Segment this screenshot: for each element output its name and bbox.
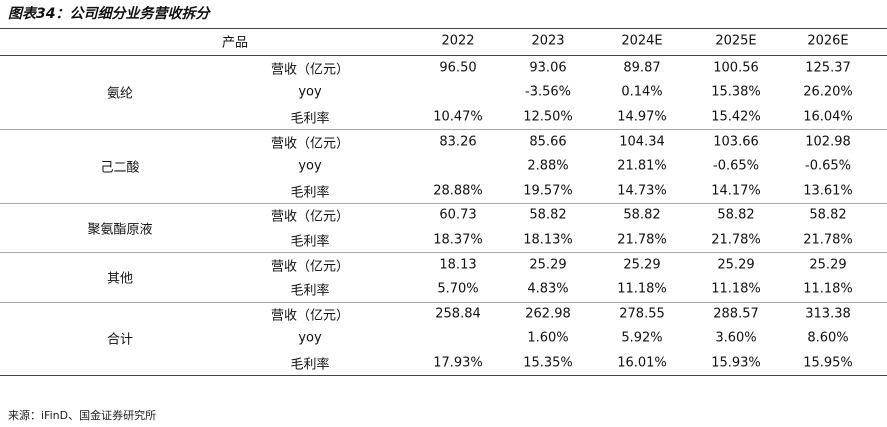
value-cell: 18.13 [439, 257, 477, 273]
value-cell: 125.37 [805, 60, 851, 76]
metric-label: 毛利率 [290, 283, 330, 299]
value-cell: 96.50 [439, 60, 477, 76]
value-cell: 21.81% [617, 158, 667, 174]
metric-label: 营收（亿元） [270, 136, 350, 152]
value-cell: 103.66 [713, 134, 759, 150]
value-cell: 5.92% [621, 330, 663, 346]
group-rule [0, 375, 887, 377]
value-cell: 25.29 [623, 257, 661, 273]
value-cell: 15.38% [711, 84, 761, 100]
header-cell: 2024E [621, 33, 663, 49]
value-cell: 11.18% [711, 281, 761, 297]
value-cell: 58.82 [809, 207, 847, 223]
group-label: 合计 [106, 332, 134, 348]
value-cell: 313.38 [805, 306, 851, 322]
value-cell: 258.84 [435, 306, 481, 322]
value-cell: 28.88% [433, 183, 483, 199]
value-cell: 10.47% [433, 109, 483, 125]
value-cell: 13.61% [803, 183, 853, 199]
header-cell: 2026E [807, 33, 849, 49]
value-cell: 15.95% [803, 355, 853, 371]
value-cell: 21.78% [803, 232, 853, 248]
value-cell: 25.29 [529, 257, 567, 273]
source-note: 来源：iFinD、国金证券研究所 [8, 409, 157, 422]
value-cell: 11.18% [803, 281, 853, 297]
group-label: 其他 [106, 271, 134, 287]
value-cell: 83.26 [439, 134, 477, 150]
metric-label: yoy [298, 84, 322, 100]
value-cell: 16.01% [617, 355, 667, 371]
metric-label: 营收（亿元） [270, 62, 350, 78]
value-cell: 8.60% [807, 330, 849, 346]
value-cell: 21.78% [711, 232, 761, 248]
value-cell: 60.73 [439, 207, 477, 223]
value-cell: 58.82 [529, 207, 567, 223]
metric-label: 营收（亿元） [270, 308, 350, 324]
value-cell: 58.82 [623, 207, 661, 223]
value-cell: 25.29 [809, 257, 847, 273]
table-top-rule [0, 28, 887, 29]
value-cell: 89.87 [623, 60, 661, 76]
value-cell: 3.60% [715, 330, 757, 346]
value-cell: 2.88% [527, 158, 569, 174]
value-cell: 15.93% [711, 355, 761, 371]
value-cell: 25.29 [717, 257, 755, 273]
value-cell: 100.56 [713, 60, 759, 76]
value-cell: 14.73% [617, 183, 667, 199]
value-cell: 278.55 [619, 306, 665, 322]
value-cell: 15.35% [523, 355, 573, 371]
group-label: 氨纶 [106, 86, 134, 102]
group-rule [0, 129, 887, 131]
group-rule [0, 252, 887, 254]
metric-label: 营收（亿元） [270, 209, 350, 225]
value-cell: 17.93% [433, 355, 483, 371]
value-cell: 14.97% [617, 109, 667, 125]
group-rule [0, 301, 887, 303]
value-cell: 104.34 [619, 134, 665, 150]
value-cell: 14.17% [711, 183, 761, 199]
group-rule [0, 203, 887, 205]
metric-label: 毛利率 [290, 185, 330, 201]
value-cell: 288.57 [713, 306, 759, 322]
value-cell: 16.04% [803, 109, 853, 125]
header-rule [0, 55, 887, 56]
value-cell: 12.50% [523, 109, 573, 125]
header-cell: 2023 [531, 33, 565, 49]
value-cell: 0.14% [621, 84, 663, 100]
value-cell: 26.20% [803, 84, 853, 100]
group-label: 己二酸 [100, 160, 140, 176]
value-cell: 4.83% [527, 281, 569, 297]
value-cell: 18.37% [433, 232, 483, 248]
table-title: 图表34：公司细分业务营收拆分 [8, 6, 210, 22]
value-cell: 21.78% [617, 232, 667, 248]
group-label: 聚氨酯原液 [87, 222, 153, 238]
value-cell: 85.66 [529, 134, 567, 150]
value-cell: 18.13% [523, 232, 573, 248]
value-cell: 93.06 [529, 60, 567, 76]
value-cell: 1.60% [527, 330, 569, 346]
value-cell: 15.42% [711, 109, 761, 125]
header-cell: 2025E [715, 33, 757, 49]
header-cell: 产品 [221, 35, 249, 51]
value-cell: -0.65% [805, 158, 851, 174]
metric-label: 营收（亿元） [270, 259, 350, 275]
value-cell: -3.56% [525, 84, 571, 100]
value-cell: 5.70% [437, 281, 479, 297]
metric-label: 毛利率 [290, 234, 330, 250]
value-cell: 102.98 [805, 134, 851, 150]
header-cell: 2022 [441, 33, 475, 49]
value-cell: 58.82 [717, 207, 755, 223]
metric-label: yoy [298, 330, 322, 346]
metric-label: yoy [298, 158, 322, 174]
value-cell: -0.65% [713, 158, 759, 174]
metric-label: 毛利率 [290, 357, 330, 373]
metric-label: 毛利率 [290, 111, 330, 127]
value-cell: 11.18% [617, 281, 667, 297]
value-cell: 262.98 [525, 306, 571, 322]
value-cell: 19.57% [523, 183, 573, 199]
